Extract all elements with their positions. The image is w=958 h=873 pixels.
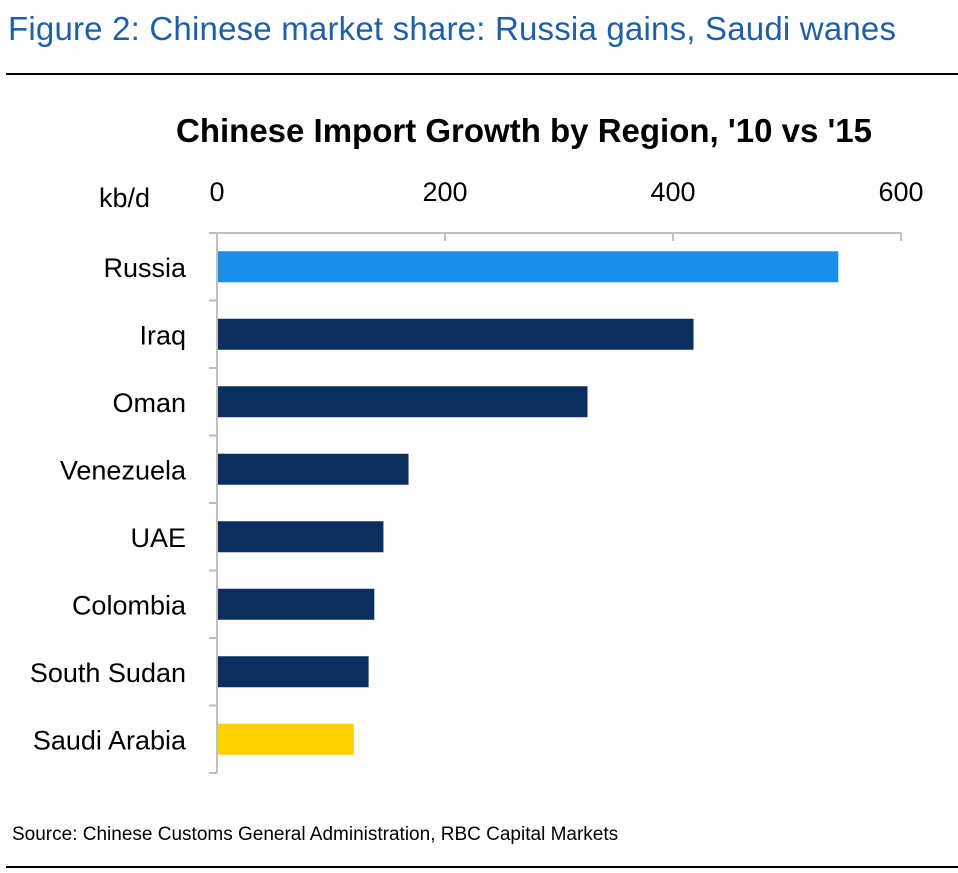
bar-saudi-arabia (218, 723, 354, 755)
x-tick-label: 0 (209, 177, 224, 207)
bar-uae (218, 521, 384, 553)
category-label: UAE (130, 523, 186, 553)
x-tick-label: 400 (650, 177, 695, 207)
figure-title: Figure 2: Chinese market share: Russia g… (8, 10, 897, 47)
source-note: Source: Chinese Customs General Administ… (12, 824, 619, 845)
category-label: Russia (103, 253, 187, 283)
x-tick-label: 200 (422, 177, 467, 207)
unit-label: kb/d (99, 183, 151, 213)
bar-colombia (218, 588, 375, 620)
bar-venezuela (218, 453, 409, 485)
chart-title: Chinese Import Growth by Region, '10 vs … (176, 112, 873, 149)
bar-oman (218, 386, 588, 418)
top-divider (6, 73, 958, 75)
category-label: Oman (112, 388, 186, 418)
bar-russia (218, 251, 839, 283)
category-label: Saudi Arabia (33, 725, 187, 755)
bar-iraq (218, 318, 694, 350)
category-label: South Sudan (30, 658, 186, 688)
bar-south-sudan (218, 656, 369, 688)
category-label: Colombia (72, 590, 187, 620)
category-label: Venezuela (60, 455, 187, 485)
bottom-divider (6, 866, 958, 868)
x-tick-label: 600 (878, 177, 923, 207)
category-label: Iraq (139, 320, 186, 350)
